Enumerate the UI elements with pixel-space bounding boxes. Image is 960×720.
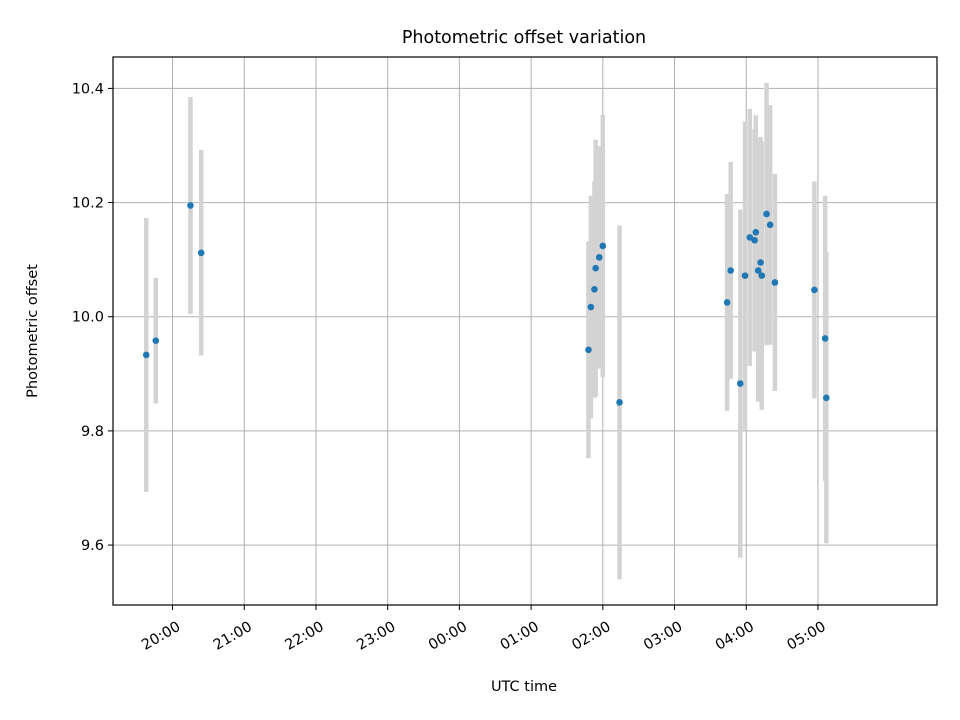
data-point — [752, 228, 760, 236]
x-axis-label: UTC time — [491, 679, 557, 695]
data-point — [736, 380, 744, 387]
data-point — [771, 279, 779, 286]
data-point — [142, 351, 150, 359]
data-point — [591, 286, 598, 293]
data-point — [811, 286, 818, 294]
data-point — [741, 272, 749, 279]
data-point — [763, 210, 770, 218]
data-point — [766, 221, 774, 229]
y-tick-label: 10.4 — [72, 81, 104, 97]
y-tick-label: 9.6 — [81, 538, 104, 554]
y-tick-label: 9.8 — [81, 424, 104, 440]
y-axis-label: Photometric offset — [25, 264, 41, 398]
data-point — [758, 272, 766, 279]
data-point — [757, 259, 764, 266]
data-point — [187, 202, 194, 209]
data-points — [142, 202, 830, 406]
data-point — [723, 299, 731, 306]
data-point — [197, 249, 205, 257]
data-point — [587, 303, 595, 311]
data-point — [595, 254, 603, 261]
data-point — [823, 394, 830, 402]
y-axis-ticks: 9.6 9.8 10.0 10.2 10.4 — [72, 81, 113, 554]
data-point — [585, 346, 592, 354]
data-point — [821, 335, 829, 342]
data-point — [727, 267, 735, 274]
data-point — [592, 264, 599, 272]
data-point — [751, 236, 758, 244]
y-tick-label: 10.0 — [72, 310, 104, 326]
y-tick-label: 10.2 — [72, 196, 104, 212]
data-point — [152, 337, 160, 345]
plot-frame — [112, 56, 938, 606]
data-point — [746, 234, 754, 241]
data-point — [616, 399, 623, 406]
data-point — [754, 267, 762, 274]
data-point — [599, 242, 607, 250]
chart-title: Photometric offset variation — [402, 28, 646, 48]
